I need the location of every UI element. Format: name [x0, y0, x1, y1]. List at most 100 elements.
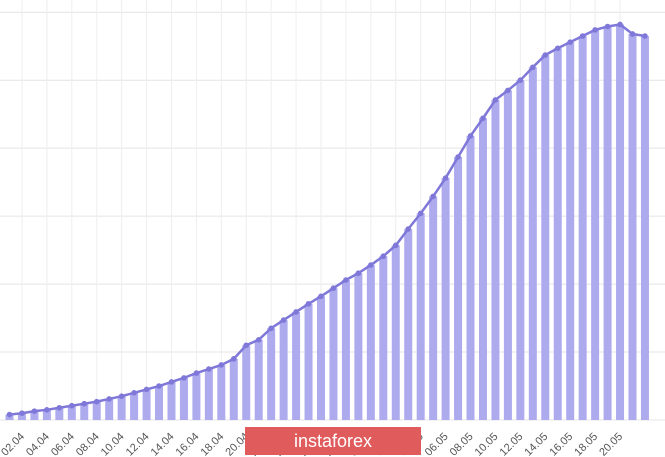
bar [267, 328, 276, 420]
bar [379, 256, 388, 420]
bar [292, 311, 301, 420]
bar [117, 396, 126, 420]
line-point [131, 390, 137, 396]
line-point [517, 77, 524, 83]
line-point [6, 411, 13, 418]
line-point [542, 52, 549, 58]
bar [17, 413, 26, 420]
bar [304, 303, 313, 420]
line-point [642, 33, 648, 39]
line-point [417, 210, 424, 217]
x-tick-label: 14.05 [522, 431, 550, 457]
line-point [617, 21, 623, 28]
line-point [330, 285, 337, 291]
bar [279, 320, 288, 420]
line-point [218, 362, 225, 368]
line-point [355, 270, 362, 277]
bar [441, 178, 450, 420]
x-tick-label: 06.05 [423, 431, 451, 457]
bar [591, 29, 600, 420]
bar [254, 339, 263, 420]
bar [528, 67, 537, 420]
bar [341, 280, 350, 420]
x-tick-label: 02.04 [0, 431, 27, 457]
bar [628, 33, 637, 420]
bar [503, 90, 512, 420]
bar [491, 99, 500, 420]
line-point [118, 393, 125, 400]
bar [192, 373, 201, 420]
line-point [69, 402, 75, 409]
bar [217, 364, 226, 420]
x-tick-label: 14.04 [149, 431, 177, 457]
line-point [405, 226, 412, 232]
line-point [93, 398, 100, 405]
bar [329, 288, 338, 420]
bar [242, 345, 251, 420]
x-tick-label: 08.04 [74, 431, 102, 457]
line-point [81, 400, 88, 407]
line-point [480, 115, 486, 122]
x-tick-label: 06.04 [49, 431, 77, 457]
x-tick-label: 20.05 [597, 431, 625, 457]
line-point [305, 300, 312, 307]
line-point [392, 242, 399, 249]
line-point [44, 407, 50, 413]
bar [553, 48, 562, 420]
line-point [268, 325, 274, 332]
x-tick-label: 12.05 [498, 431, 526, 457]
line-point [230, 356, 237, 362]
bar [42, 409, 51, 420]
watermark-banner [245, 427, 421, 455]
line-point [143, 386, 150, 393]
line-point [293, 309, 299, 315]
bar [466, 135, 475, 420]
line-point [31, 408, 38, 414]
bar [578, 36, 587, 421]
bar [155, 386, 164, 420]
bar [516, 80, 525, 420]
bar [541, 55, 550, 420]
x-tick-label: 16.04 [174, 431, 202, 457]
line-point [430, 193, 436, 200]
bar [566, 42, 575, 420]
x-tick-label: 18.04 [198, 431, 226, 457]
bar [616, 24, 625, 421]
x-tick-label: 18.05 [572, 431, 600, 457]
bar [92, 401, 101, 420]
line-point [156, 383, 162, 389]
line-point [455, 154, 461, 160]
bar [229, 358, 238, 420]
line-point [181, 375, 187, 381]
bar [640, 36, 649, 421]
bar [391, 245, 400, 420]
line-point [168, 379, 175, 385]
line-point [604, 23, 611, 30]
bar [404, 229, 413, 420]
bar [603, 26, 612, 421]
bar [130, 392, 139, 420]
bar [478, 118, 487, 420]
line-point [368, 262, 374, 268]
bar [105, 398, 114, 420]
bar [80, 403, 89, 420]
line [9, 23, 646, 416]
line-point [467, 133, 474, 139]
bar [366, 265, 375, 420]
bar [179, 377, 188, 420]
line-point [554, 45, 561, 52]
x-tick-label: 08.05 [448, 431, 476, 457]
line-point [56, 404, 63, 411]
bar [429, 196, 438, 420]
line-point [193, 370, 200, 376]
x-tick-label: 10.04 [99, 431, 127, 457]
bar [55, 407, 64, 420]
bar [416, 213, 425, 420]
line-point [567, 39, 573, 45]
x-tick-label: 04.04 [24, 431, 52, 457]
line-point [318, 293, 324, 300]
line-point [592, 27, 598, 33]
line-point [492, 97, 499, 103]
bar [354, 273, 363, 420]
x-tick-label: 16.05 [547, 431, 575, 457]
